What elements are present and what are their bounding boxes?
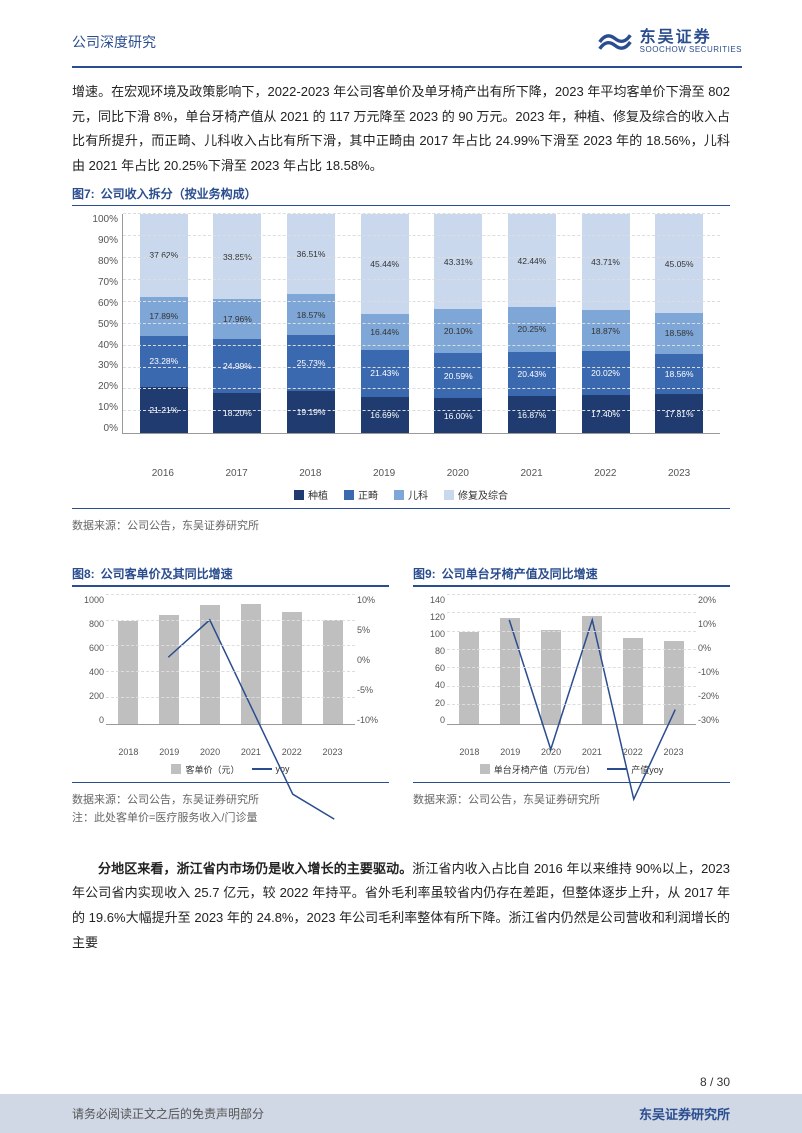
bar xyxy=(500,618,520,724)
bar xyxy=(159,615,179,723)
fig8-label: 图8: xyxy=(72,565,95,582)
fig7-bar: 37.62%17.89%23.28%21.21% xyxy=(140,214,188,433)
fig7-bar: 38.85%17.96%24.99%18.20% xyxy=(213,214,261,433)
logo-text-en: SOOCHOW SECURITIES xyxy=(640,46,742,55)
fig8-chart: 10008006004002000 10%5%0%-5%-10% xyxy=(72,595,389,745)
fig9-label: 图9: xyxy=(413,565,436,582)
fig7-source: 数据来源：公司公告，东吴证券研究所 xyxy=(72,517,730,533)
page-number: 8 / 30 xyxy=(700,1075,730,1089)
bar xyxy=(541,630,561,724)
fig7-plot: 37.62%17.89%23.28%21.21% 38.85%17.96%24.9… xyxy=(122,214,720,434)
bar xyxy=(282,612,302,724)
company-logo: 东吴证券 SOOCHOW SECURITIES xyxy=(598,28,742,56)
fig7-yaxis: 100%90%80%70%60%50%40%30%20%10%0% xyxy=(82,214,122,434)
fig8-container: 图8: 公司客单价及其同比增速 10008006004002000 10%5%0… xyxy=(72,561,389,825)
page-footer: 请务必阅读正文之后的免责声明部分 东吴证券研究所 xyxy=(0,1094,802,1133)
legend-item: 正畸 xyxy=(344,487,378,502)
fig8-note: 注：此处客单价=医疗服务收入/门诊量 xyxy=(72,809,389,825)
legend-item: 种植 xyxy=(294,487,328,502)
fig7-label: 图7: xyxy=(72,185,95,202)
para2-lead: 分地区来看，浙江省内市场仍是收入增长的主要驱动。 xyxy=(98,861,412,876)
bar xyxy=(118,621,138,724)
bar xyxy=(623,638,643,724)
fig8-title: 公司客单价及其同比增速 xyxy=(101,565,233,582)
fig9-container: 图9: 公司单台牙椅产值及同比增速 140120100806040200 20%… xyxy=(413,561,730,825)
fig9-source: 数据来源：公司公告，东吴证券研究所 xyxy=(413,791,730,807)
bar xyxy=(582,616,602,724)
fig7-bar: 43.31%20.10%20.59%16.00% xyxy=(434,214,482,433)
doc-category: 公司深度研究 xyxy=(72,32,156,52)
fig7-bar: 43.71%18.87%20.02%17.40% xyxy=(582,214,630,433)
footer-disclaimer: 请务必阅读正文之后的免责声明部分 xyxy=(72,1105,264,1122)
fig7-legend: 种植 正畸 儿科 修复及综合 xyxy=(82,487,720,502)
fig9-title: 公司单台牙椅产值及同比增速 xyxy=(442,565,598,582)
bar xyxy=(664,641,684,724)
legend-item: 修复及综合 xyxy=(444,487,508,502)
fig7-bar: 45.44%16.44%21.43%16.69% xyxy=(361,214,409,433)
fig7-chart: 100%90%80%70%60%50%40%30%20%10%0% 37.62%… xyxy=(72,214,730,502)
fig7-rule-top xyxy=(72,205,730,207)
fig7-title: 公司收入拆分（按业务构成） xyxy=(101,185,257,202)
fig7-rule-bottom xyxy=(72,508,730,509)
fig7-bar: 36.51%18.57%25.73%19.19% xyxy=(287,214,335,433)
intro-paragraph: 增速。在宏观环境及政策影响下，2022-2023 年公司客单价及单牙椅产出有所下… xyxy=(72,80,730,179)
legend-item: 儿科 xyxy=(394,487,428,502)
bar xyxy=(241,604,261,724)
bar xyxy=(459,632,479,724)
fig7-header: 图7: 公司收入拆分（按业务构成） xyxy=(72,185,730,202)
bar xyxy=(200,605,220,724)
logo-mark-icon xyxy=(598,28,632,56)
fig7-bar: 42.44%20.25%20.43%16.87% xyxy=(508,214,556,433)
region-paragraph: 分地区来看，浙江省内市场仍是收入增长的主要驱动。浙江省内收入占比自 2016 年… xyxy=(72,857,730,956)
fig9-chart: 140120100806040200 20%10%0%-10%-20%-30% xyxy=(413,595,730,745)
fig8-source: 数据来源：公司公告，东吴证券研究所 xyxy=(72,791,389,807)
page-header: 公司深度研究 东吴证券 SOOCHOW SECURITIES xyxy=(0,0,802,66)
fig7-xaxis: 20162017201820192020202120222023 xyxy=(82,468,720,479)
footer-institute: 东吴证券研究所 xyxy=(639,1104,730,1123)
fig7-bar: 45.05%18.58%18.56%17.81% xyxy=(655,214,703,433)
logo-text-cn: 东吴证券 xyxy=(640,29,742,47)
